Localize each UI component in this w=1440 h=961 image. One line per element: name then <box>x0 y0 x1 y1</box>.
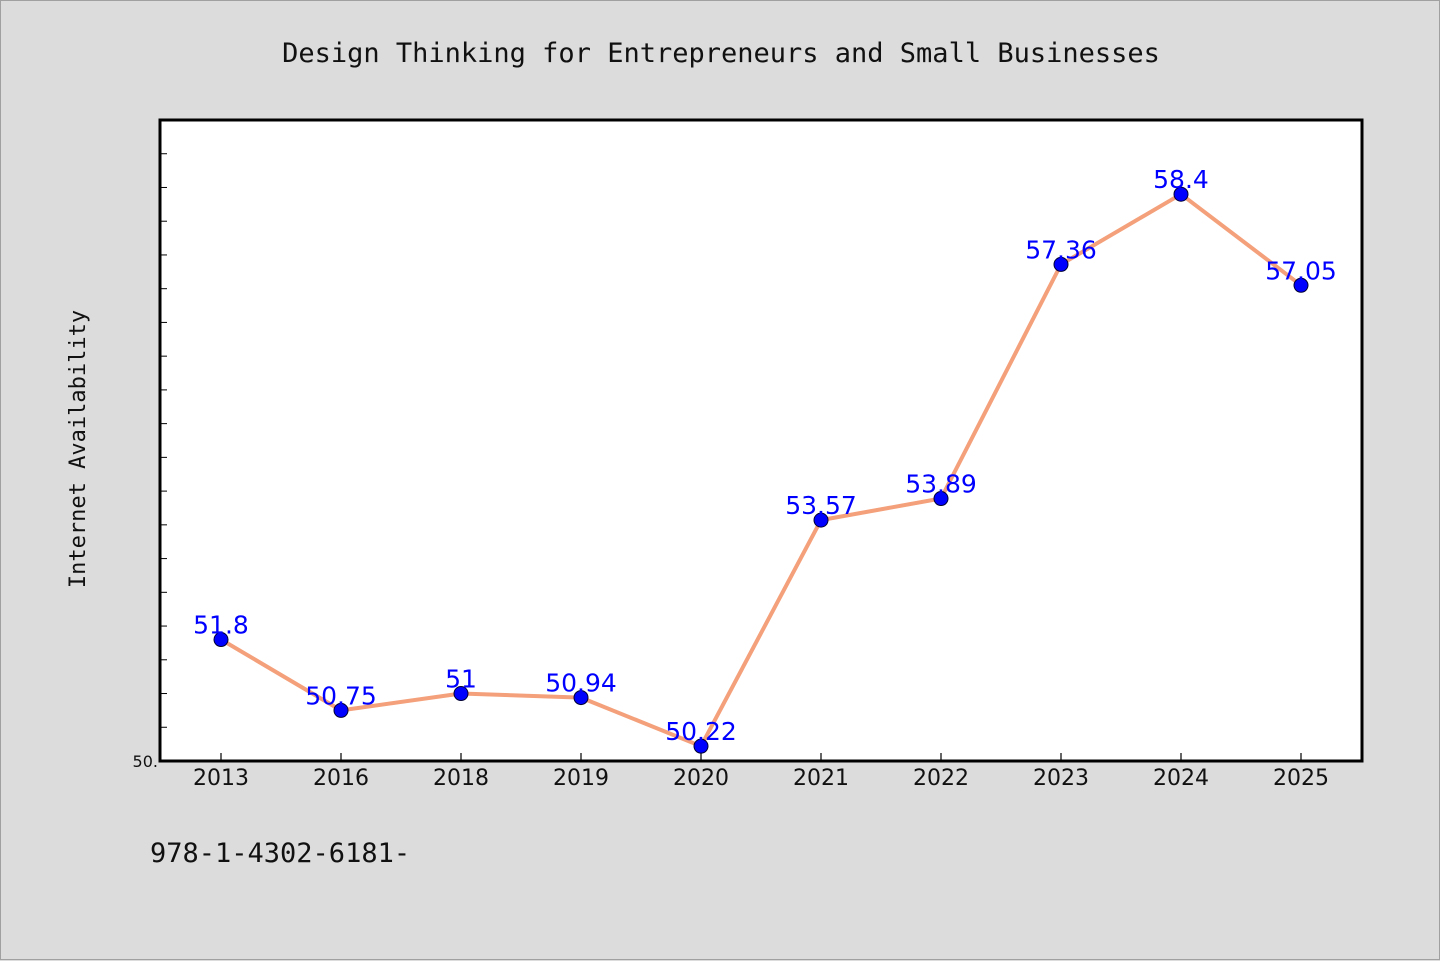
y-axis-ticks <box>160 153 167 728</box>
data-point <box>333 702 349 718</box>
data-label: 51 <box>445 665 477 694</box>
data-label: 57.36 <box>1025 235 1097 264</box>
data-point <box>453 686 469 702</box>
x-tick-label: 2025 <box>1273 766 1329 791</box>
data-label: 51.8 <box>193 611 249 640</box>
footer-text: 978-1-4302-6181- <box>150 838 410 869</box>
x-tick-label: 2019 <box>553 766 609 791</box>
x-axis-ticks: 2013 2016 2018 2019 2020 2021 2022 2023 2024 2025 <box>193 753 1329 791</box>
data-label: 57.05 <box>1265 256 1337 285</box>
chart-title: Design Thinking for Entrepreneurs and Sm… <box>282 38 1160 69</box>
x-tick-label: 2022 <box>913 766 969 791</box>
data-label: 58.4 <box>1153 165 1209 194</box>
data-labels: 51.8 50.75 51 50.94 50.22 53.57 53.89 57.36 58.4… <box>193 165 1337 746</box>
data-point <box>213 632 229 648</box>
x-tick-label: 2020 <box>673 766 729 791</box>
data-point <box>813 512 829 528</box>
data-point <box>1053 256 1069 272</box>
data-label: 50.94 <box>545 669 617 698</box>
series-lines <box>219 192 1303 749</box>
data-point <box>933 491 949 507</box>
data-markers <box>213 186 1309 754</box>
data-label: 50.75 <box>305 681 377 710</box>
plot-area <box>158 118 1364 763</box>
x-tick-label: 2021 <box>793 766 849 791</box>
x-tick-label: 2016 <box>313 766 369 791</box>
series-line <box>219 192 1303 749</box>
data-point <box>1293 277 1309 293</box>
y-axis-label: Internet Availability <box>66 310 91 588</box>
data-label: 53.57 <box>785 491 857 520</box>
data-point <box>573 690 589 706</box>
x-tick-label: 2018 <box>433 766 489 791</box>
data-label: 50.22 <box>665 717 737 746</box>
data-point <box>693 738 709 754</box>
data-point <box>1173 186 1189 202</box>
x-tick-label: 2023 <box>1033 766 1089 791</box>
y-tick-label: 50. <box>133 752 158 771</box>
data-label: 53.89 <box>905 470 977 499</box>
x-tick-label: 2013 <box>193 766 249 791</box>
x-tick-label: 2024 <box>1153 766 1209 791</box>
